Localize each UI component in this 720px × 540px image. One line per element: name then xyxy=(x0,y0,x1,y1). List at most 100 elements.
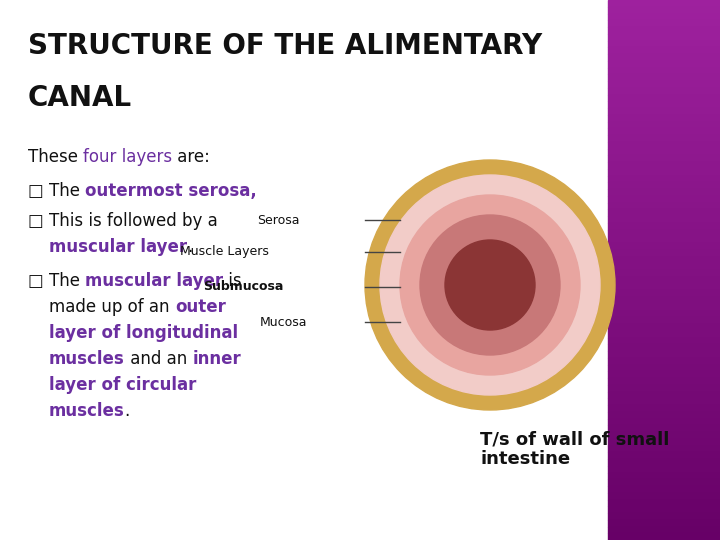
Circle shape xyxy=(445,240,535,330)
Bar xyxy=(608,168,720,176)
Bar xyxy=(608,480,720,486)
Bar xyxy=(608,459,720,465)
Bar xyxy=(608,446,720,453)
Text: muscles: muscles xyxy=(49,402,125,420)
Text: .: . xyxy=(125,402,130,420)
Text: is: is xyxy=(223,272,242,290)
Bar xyxy=(608,162,720,168)
Bar xyxy=(608,297,720,303)
Bar xyxy=(608,122,720,128)
Bar xyxy=(608,500,720,507)
Bar xyxy=(608,284,720,291)
Bar xyxy=(608,526,720,534)
Bar xyxy=(608,263,720,270)
Text: muscles: muscles xyxy=(49,350,125,368)
Bar xyxy=(608,68,720,74)
Bar xyxy=(608,0,720,6)
Bar xyxy=(608,534,720,540)
Text: are:: are: xyxy=(172,148,210,166)
Text: muscular layer: muscular layer xyxy=(49,238,187,256)
Bar xyxy=(608,6,720,14)
Bar xyxy=(608,270,720,276)
Text: □ This is followed by a: □ This is followed by a xyxy=(28,212,217,230)
Bar xyxy=(608,176,720,183)
Text: layer of circular: layer of circular xyxy=(49,376,197,394)
Bar xyxy=(608,405,720,411)
Bar xyxy=(608,87,720,94)
Bar xyxy=(608,345,720,351)
Bar xyxy=(608,364,720,372)
Bar xyxy=(608,472,720,480)
Bar xyxy=(608,40,720,47)
Bar xyxy=(608,392,720,399)
Bar xyxy=(608,27,720,33)
Bar xyxy=(608,135,720,141)
Text: □ The: □ The xyxy=(28,272,85,290)
Bar xyxy=(608,216,720,222)
Bar xyxy=(608,453,720,459)
Bar xyxy=(608,195,720,202)
Text: Muscle Layers: Muscle Layers xyxy=(180,246,269,259)
Bar xyxy=(608,372,720,378)
Bar xyxy=(608,54,720,60)
Bar xyxy=(608,330,720,338)
Bar xyxy=(608,230,720,237)
Bar xyxy=(608,183,720,189)
Circle shape xyxy=(400,195,580,375)
Text: .: . xyxy=(187,238,192,256)
Circle shape xyxy=(420,215,560,355)
Bar xyxy=(608,399,720,405)
Text: STRUCTURE OF THE ALIMENTARY: STRUCTURE OF THE ALIMENTARY xyxy=(28,32,542,60)
Bar xyxy=(608,115,720,122)
Text: Mucosa: Mucosa xyxy=(259,315,307,328)
Text: intestine: intestine xyxy=(480,450,570,468)
Text: These: These xyxy=(28,148,84,166)
Circle shape xyxy=(365,160,615,410)
Bar xyxy=(608,20,720,27)
Bar xyxy=(608,513,720,519)
Bar xyxy=(608,222,720,230)
Bar xyxy=(608,338,720,345)
Bar xyxy=(608,357,720,364)
Bar xyxy=(608,378,720,384)
Text: □ The: □ The xyxy=(28,182,85,200)
Text: outermost serosa,: outermost serosa, xyxy=(85,182,257,200)
Bar xyxy=(608,243,720,249)
Bar xyxy=(608,102,720,108)
Bar xyxy=(608,14,720,20)
Bar xyxy=(608,189,720,195)
Bar xyxy=(608,81,720,87)
Bar xyxy=(608,256,720,263)
Bar xyxy=(608,209,720,216)
Bar xyxy=(608,351,720,357)
Bar xyxy=(608,33,720,40)
Text: CANAL: CANAL xyxy=(28,84,132,112)
Bar xyxy=(608,486,720,492)
Text: and an: and an xyxy=(125,350,192,368)
Bar xyxy=(608,237,720,243)
Bar xyxy=(608,507,720,513)
Bar xyxy=(608,148,720,156)
Bar xyxy=(608,303,720,310)
Bar xyxy=(608,411,720,418)
Bar xyxy=(608,202,720,209)
Bar xyxy=(608,156,720,162)
Text: Submucosa: Submucosa xyxy=(202,280,283,294)
Bar xyxy=(608,438,720,445)
Bar xyxy=(608,60,720,68)
Bar xyxy=(608,291,720,297)
Bar xyxy=(608,249,720,256)
Bar xyxy=(608,384,720,391)
Bar xyxy=(608,432,720,438)
Bar xyxy=(608,418,720,426)
Bar xyxy=(608,276,720,284)
Bar xyxy=(608,324,720,330)
Bar xyxy=(608,108,720,115)
Bar xyxy=(608,492,720,500)
Bar xyxy=(608,519,720,526)
Bar xyxy=(608,128,720,135)
Text: inner: inner xyxy=(192,350,241,368)
Bar xyxy=(608,94,720,102)
Bar xyxy=(608,465,720,472)
Text: T/s of wall of small: T/s of wall of small xyxy=(480,430,670,448)
